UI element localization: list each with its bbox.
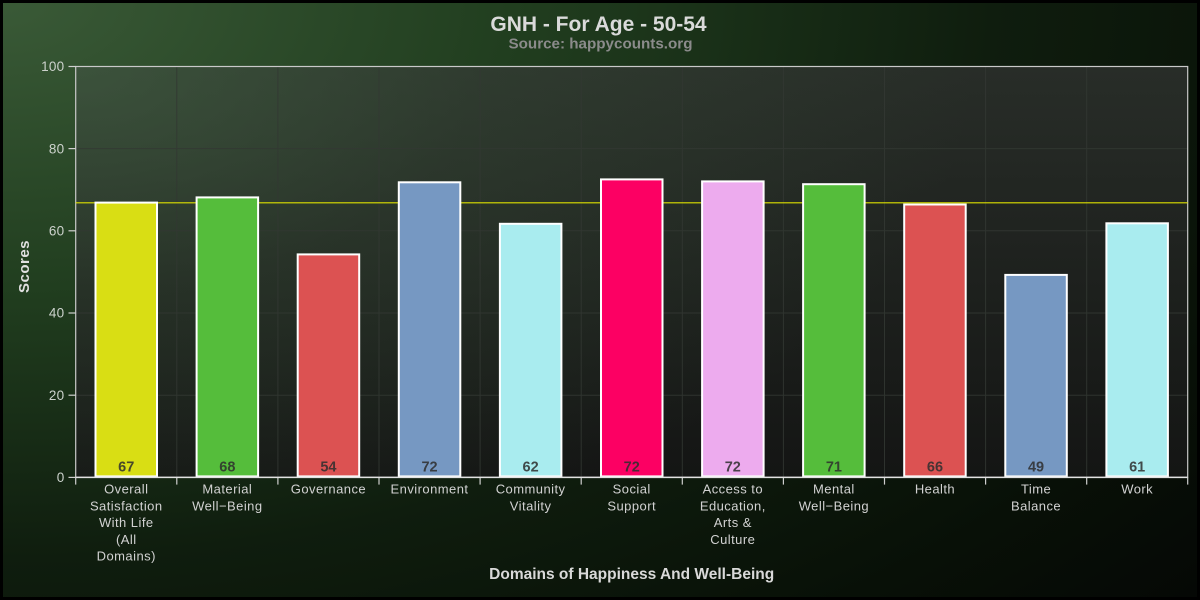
svg-text:72: 72 — [624, 460, 640, 476]
svg-text:Governance: Governance — [291, 482, 366, 497]
svg-text:66: 66 — [927, 460, 943, 476]
svg-text:100: 100 — [41, 59, 64, 74]
svg-text:72: 72 — [421, 460, 437, 476]
svg-text:Health: Health — [915, 482, 955, 497]
svg-text:60: 60 — [49, 224, 65, 239]
svg-text:Vitality: Vitality — [510, 498, 552, 513]
svg-text:Overall: Overall — [104, 482, 148, 497]
svg-text:Work: Work — [1121, 482, 1153, 497]
svg-text:Mental: Mental — [813, 482, 855, 497]
svg-text:62: 62 — [523, 460, 539, 476]
svg-text:Well−Being: Well−Being — [799, 498, 869, 513]
svg-text:20: 20 — [49, 388, 65, 403]
svg-text:Balance: Balance — [1011, 498, 1061, 513]
svg-text:Time: Time — [1021, 482, 1051, 497]
svg-text:Arts &: Arts & — [714, 515, 752, 530]
svg-text:Domains of Happiness And Well-: Domains of Happiness And Well-Being — [489, 566, 774, 583]
svg-text:Community: Community — [496, 482, 566, 497]
svg-text:Well−Being: Well−Being — [192, 498, 262, 513]
svg-text:Source: happycounts.org: Source: happycounts.org — [509, 36, 693, 53]
svg-text:0: 0 — [57, 470, 65, 485]
svg-text:72: 72 — [725, 460, 741, 476]
svg-text:40: 40 — [49, 306, 65, 321]
svg-text:Satisfaction: Satisfaction — [90, 498, 163, 513]
svg-text:Support: Support — [607, 498, 656, 513]
svg-text:Access to: Access to — [703, 482, 763, 497]
svg-text:Scores: Scores — [16, 240, 33, 293]
svg-text:68: 68 — [219, 460, 235, 476]
svg-text:Social: Social — [613, 482, 651, 497]
svg-text:Material: Material — [202, 482, 252, 497]
svg-text:Education,: Education, — [700, 498, 766, 513]
svg-text:61: 61 — [1129, 460, 1145, 476]
svg-text:49: 49 — [1028, 460, 1044, 476]
svg-text:Environment: Environment — [391, 482, 469, 497]
svg-text:With Life: With Life — [99, 515, 154, 530]
svg-text:(All: (All — [116, 532, 137, 547]
svg-text:80: 80 — [49, 141, 65, 156]
svg-text:GNH - For Age - 50-54: GNH - For Age - 50-54 — [490, 13, 707, 36]
svg-text:54: 54 — [320, 460, 336, 476]
svg-text:67: 67 — [118, 460, 134, 476]
svg-text:Culture: Culture — [710, 532, 755, 547]
svg-text:71: 71 — [826, 460, 842, 476]
svg-text:Domains): Domains) — [97, 549, 156, 564]
